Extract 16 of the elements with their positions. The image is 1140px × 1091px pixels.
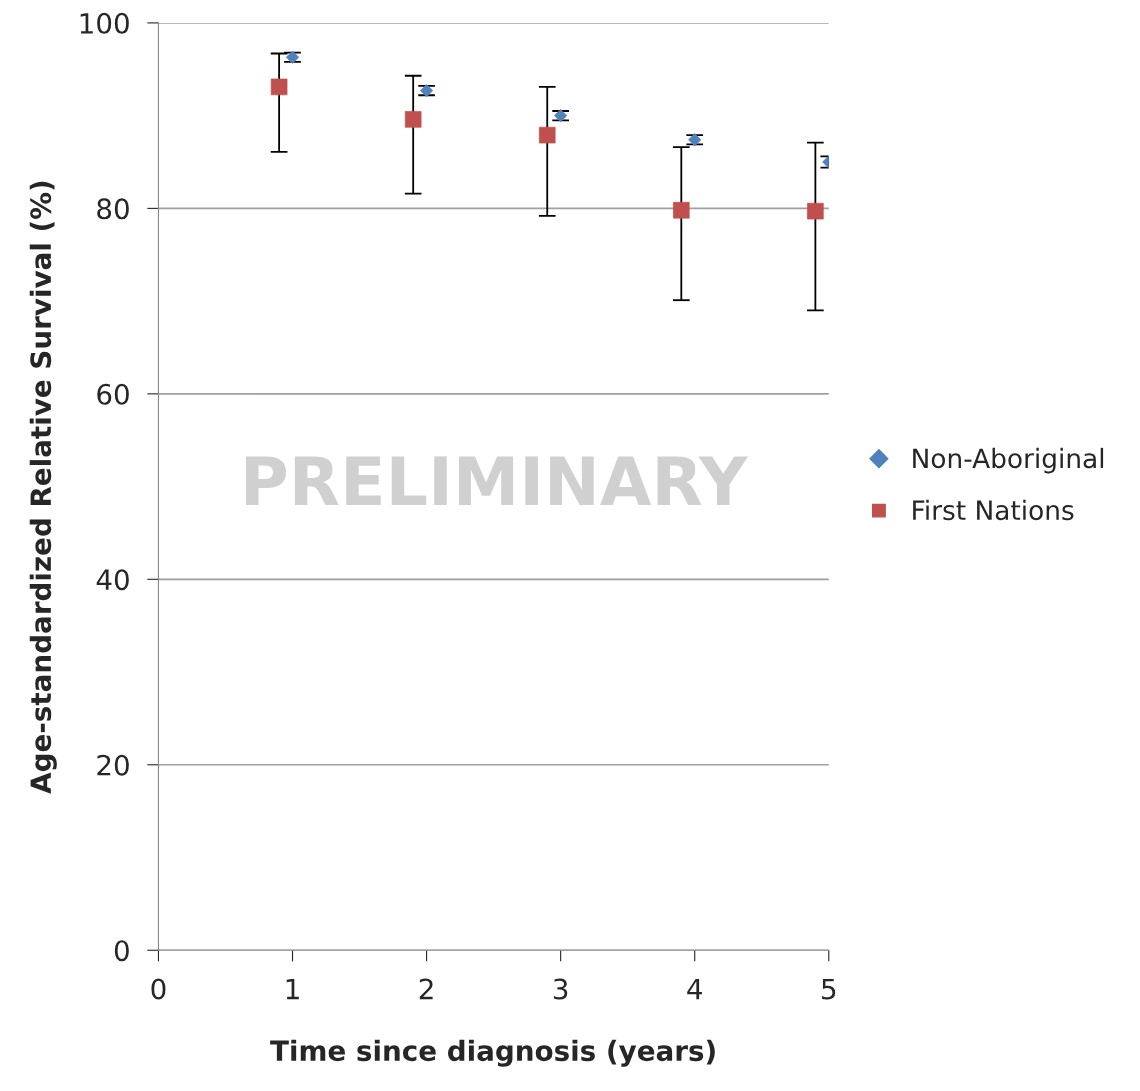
y-axis-title: Age-standardized Relative Survival (%) bbox=[29, 181, 57, 794]
x-axis-title: Time since diagnosis (years) bbox=[270, 1039, 715, 1067]
y-tick-label: 20 bbox=[97, 754, 129, 776]
y-tick-label: 40 bbox=[96, 569, 129, 591]
legend-label: First Nations bbox=[913, 499, 1074, 521]
legend-label: Non-Aboriginal bbox=[913, 447, 1104, 474]
x-tick-label: 0 bbox=[151, 978, 166, 1000]
x-tick-label: 5 bbox=[822, 978, 836, 1000]
y-tick-label: 0 bbox=[114, 940, 129, 962]
y-tick-label: 100 bbox=[80, 12, 129, 34]
y-tick-label: 60 bbox=[97, 383, 129, 405]
x-tick-label: 3 bbox=[553, 978, 568, 1000]
x-tick-label: 4 bbox=[687, 978, 702, 1000]
x-tick-label: 1 bbox=[286, 978, 299, 1000]
x-tick-label: 2 bbox=[419, 978, 433, 1000]
y-tick-label: 80 bbox=[97, 198, 129, 220]
